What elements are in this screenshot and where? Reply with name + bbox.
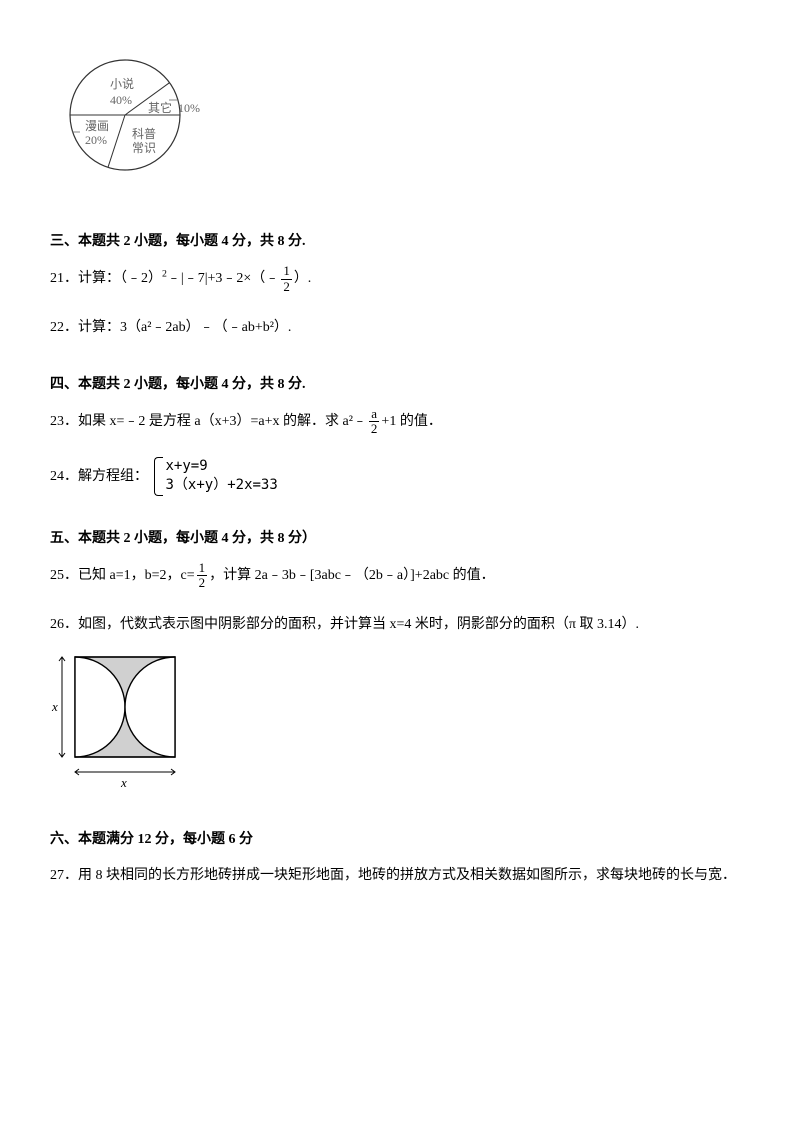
question-24: 24．解方程组： x+y=9 3（x+y）+2x=33	[50, 457, 750, 496]
q21-prefix: 21．计算：（﹣2）	[50, 271, 162, 286]
q23-suffix: +1 的值．	[381, 414, 441, 429]
pie-label-manhua-pct: 20%	[85, 133, 107, 147]
q21-mid1: ﹣|﹣7|+3﹣2×（﹣	[167, 271, 279, 286]
q26-label-x-h: x	[120, 775, 127, 790]
pie-label-kepu2: 常识	[132, 141, 156, 155]
q23-prefix: 23．如果 x=﹣2 是方程 a（x+3）=a+x 的解．求 a²﹣	[50, 414, 367, 429]
question-25: 25．已知 a=1，b=2，c=12，计算 2a﹣3b﹣[3abc﹣（2b﹣a）…	[50, 561, 750, 591]
pie-label-xiaoshuo: 小说	[110, 76, 134, 91]
question-26: 26．如图，代数式表示图中阴影部分的面积，并计算当 x=4 米时，阴影部分的面积…	[50, 611, 750, 797]
q25-prefix: 25．已知 a=1，b=2，c=	[50, 568, 195, 583]
section-5-heading: 五、本题共 2 小题，每小题 4 分，共 8 分）	[50, 526, 750, 551]
pie-chart-svg: 小说 40% 其它 10% 科普 常识 漫画 20%	[50, 40, 210, 190]
pie-label-manhua: 漫画	[85, 119, 109, 133]
pie-label-qita-pct: 10%	[178, 101, 200, 115]
question-27: 27．用 8 块相同的长方形地砖拼成一块矩形地面，地砖的拼放方式及相关数据如图所…	[50, 862, 750, 890]
q25-suffix: ，计算 2a﹣3b﹣[3abc﹣（2b﹣a）]+2abc 的值．	[209, 568, 495, 583]
question-21: 21．计算：（﹣2）2﹣|﹣7|+3﹣2×（﹣12）.	[50, 264, 750, 294]
q21-suffix: ）.	[294, 271, 312, 286]
question-22: 22．计算：3（a²﹣2ab）﹣（﹣ab+b²）.	[50, 314, 750, 342]
q24-system: x+y=9 3（x+y）+2x=33	[152, 457, 278, 496]
q24-eq2: 3（x+y）+2x=33	[166, 476, 278, 496]
q23-fraction: a2	[369, 407, 380, 437]
pie-label-kepu1: 科普	[132, 127, 156, 141]
q21-fraction: 12	[281, 264, 292, 294]
section-4-heading: 四、本题共 2 小题，每小题 4 分，共 8 分.	[50, 372, 750, 397]
q25-fraction: 12	[197, 561, 208, 591]
q24-prefix: 24．解方程组：	[50, 469, 148, 484]
section-3-heading: 三、本题共 2 小题，每小题 4 分，共 8 分.	[50, 229, 750, 254]
q26-label-x-v: x	[51, 699, 58, 714]
section-6-heading: 六、本题满分 12 分，每小题 6 分	[50, 827, 750, 852]
pie-label-qita: 其它	[148, 100, 172, 115]
pie-label-xiaoshuo-pct: 40%	[110, 93, 132, 107]
pie-chart-figure: 小说 40% 其它 10% 科普 常识 漫画 20%	[50, 40, 750, 199]
question-23: 23．如果 x=﹣2 是方程 a（x+3）=a+x 的解．求 a²﹣a2+1 的…	[50, 407, 750, 437]
q24-eq1: x+y=9	[166, 457, 278, 477]
q26-text: 26．如图，代数式表示图中阴影部分的面积，并计算当 x=4 米时，阴影部分的面积…	[50, 617, 639, 632]
q26-figure: x x	[50, 647, 190, 797]
